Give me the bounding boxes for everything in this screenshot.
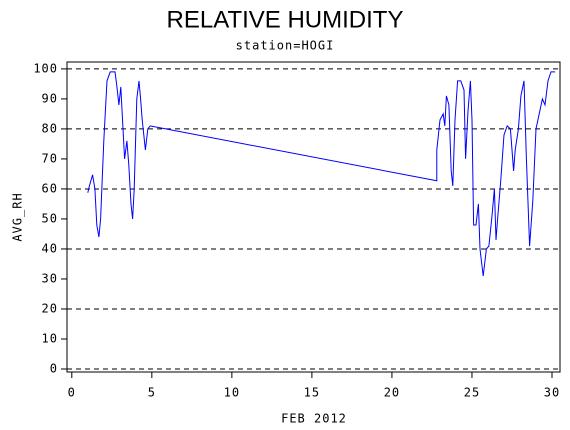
y-tick-label: 60 [42, 181, 58, 195]
y-tick-label: 80 [42, 121, 58, 135]
y-tick-label: 90 [42, 91, 58, 105]
plot-frame [66, 61, 561, 373]
chart-subtitle: station=HOGI [236, 39, 335, 53]
x-tick-label: 20 [384, 386, 400, 400]
y-tick-label: 10 [42, 331, 58, 345]
chart-title: RELATIVE HUMIDITY [167, 6, 404, 33]
data-line [87, 71, 556, 277]
x-tick-label: 30 [544, 386, 560, 400]
y-tick-label: 50 [42, 211, 58, 225]
x-tick-label: 15 [304, 386, 320, 400]
y-tick-label: 40 [42, 241, 58, 255]
x-tick-label: 0 [68, 386, 76, 400]
y-axis-label: AVG_RH [11, 192, 25, 241]
y-tick-label: 100 [33, 61, 58, 75]
y-tick-label: 30 [42, 271, 58, 285]
x-tick-label: 10 [224, 386, 240, 400]
y-tick-label: 0 [50, 361, 58, 375]
x-tick-label: 25 [464, 386, 480, 400]
x-tick-label: 5 [148, 386, 156, 400]
x-axis-label: FEB 2012 [281, 412, 347, 426]
y-tick-label: 20 [42, 301, 58, 315]
y-tick-label: 70 [42, 151, 58, 165]
